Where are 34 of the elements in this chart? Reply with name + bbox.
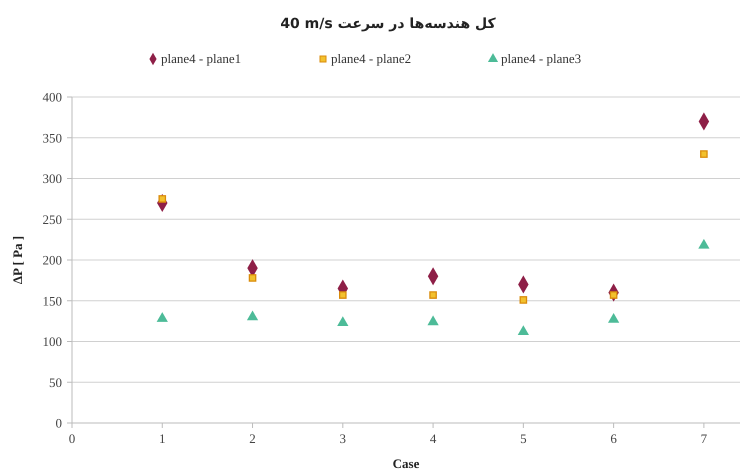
point [246, 310, 258, 320]
y-tick-label: 350 [42, 130, 62, 146]
y-tick-label: 250 [42, 212, 62, 227]
x-tick-label: 1 [159, 431, 166, 446]
x-tick-label: 2 [249, 431, 256, 446]
x-tick-label: 4 [430, 431, 437, 446]
point [700, 150, 708, 158]
point [427, 315, 439, 326]
y-tick-label: 300 [42, 171, 62, 186]
point [337, 316, 348, 326]
point [518, 325, 529, 335]
y-tick-label: 50 [49, 374, 62, 390]
x-tick-label: 3 [340, 431, 346, 446]
y-tick-label: 150 [42, 293, 62, 308]
y-tick-label: 0 [56, 416, 62, 431]
point [339, 291, 347, 299]
y-axis-title: ΔP [ Pa ] [10, 236, 25, 284]
legend-label: plane4 - plane2 [331, 51, 412, 66]
x-axis-title: Case [392, 456, 420, 471]
x-tick-label: 0 [68, 431, 76, 446]
point [156, 312, 168, 322]
legend-label: plane4 - plane3 [501, 51, 582, 66]
y-tick-label: 200 [42, 252, 62, 268]
point [608, 312, 620, 323]
y-tick-label: 100 [42, 334, 62, 350]
point [520, 296, 528, 304]
x-tick-label: 6 [610, 431, 618, 446]
y-tick-label: 400 [42, 90, 62, 105]
legend-label: plane4 - plane1 [161, 51, 242, 66]
point [248, 274, 256, 282]
x-tick-label: 5 [520, 431, 527, 446]
point [429, 291, 437, 299]
point [698, 238, 710, 249]
x-tick-label: 7 [700, 431, 708, 446]
